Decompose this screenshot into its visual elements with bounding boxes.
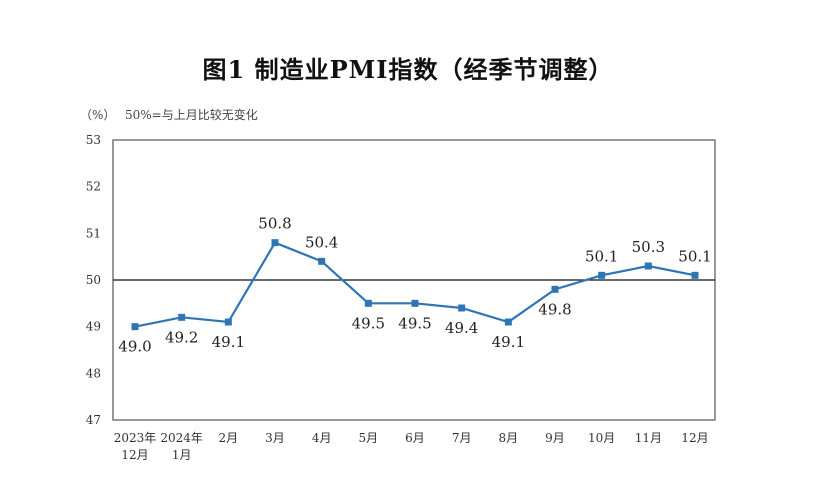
data-label: 50.4 bbox=[305, 233, 338, 251]
y-tick-label: 52 bbox=[86, 180, 101, 194]
data-point bbox=[271, 239, 279, 247]
data-label: 49.1 bbox=[212, 333, 245, 351]
data-label: 49.5 bbox=[352, 314, 385, 332]
y-tick-label: 48 bbox=[86, 366, 101, 380]
x-tick-label: 4月 bbox=[312, 431, 332, 445]
data-label: 50.1 bbox=[585, 247, 618, 265]
data-point bbox=[131, 323, 139, 331]
data-label: 49.4 bbox=[445, 319, 478, 337]
data-point bbox=[644, 262, 652, 270]
x-tick-label: 7月 bbox=[452, 431, 472, 445]
x-tick-label: 6月 bbox=[405, 431, 425, 445]
data-point bbox=[364, 299, 372, 307]
data-point bbox=[691, 271, 699, 279]
data-label: 49.5 bbox=[398, 314, 431, 332]
data-label: 50.3 bbox=[632, 238, 665, 256]
x-tick-label: 9月 bbox=[545, 431, 565, 445]
x-tick-label: 11月 bbox=[635, 431, 662, 445]
data-label: 49.8 bbox=[538, 300, 571, 318]
x-tick-label: 1月 bbox=[172, 448, 192, 462]
x-tick-label: 2月 bbox=[219, 431, 239, 445]
x-tick-label: 8月 bbox=[499, 431, 519, 445]
y-tick-label: 51 bbox=[86, 226, 101, 240]
y-tick-label: 47 bbox=[86, 413, 101, 427]
data-point bbox=[458, 304, 466, 312]
chart-title: 图1 制造业PMI指数（经季节调整） bbox=[202, 55, 614, 84]
x-tick-label: 2023年 bbox=[114, 431, 157, 445]
data-point bbox=[318, 257, 326, 265]
reference-note: 50%=与上月比较无变化 bbox=[125, 108, 258, 122]
y-unit-label: （%） bbox=[80, 108, 116, 122]
data-label: 50.1 bbox=[678, 247, 711, 265]
data-label: 49.0 bbox=[118, 338, 151, 356]
x-tick-label: 12月 bbox=[681, 431, 708, 445]
data-point bbox=[411, 299, 419, 307]
y-tick-label: 49 bbox=[86, 320, 101, 334]
data-point bbox=[551, 285, 559, 293]
x-tick-label: 10月 bbox=[588, 431, 615, 445]
data-label: 49.1 bbox=[492, 333, 525, 351]
data-point bbox=[224, 318, 232, 326]
x-tick-label: 2024年 bbox=[160, 431, 203, 445]
data-label: 50.8 bbox=[258, 215, 291, 233]
data-point bbox=[598, 271, 606, 279]
x-tick-label: 5月 bbox=[359, 431, 379, 445]
data-point bbox=[178, 313, 186, 321]
y-tick-label: 53 bbox=[86, 133, 101, 147]
data-label: 49.2 bbox=[165, 328, 198, 346]
x-tick-label: 3月 bbox=[265, 431, 285, 445]
y-tick-label: 50 bbox=[86, 273, 101, 287]
data-point bbox=[504, 318, 512, 326]
x-tick-label: 12月 bbox=[121, 448, 148, 462]
